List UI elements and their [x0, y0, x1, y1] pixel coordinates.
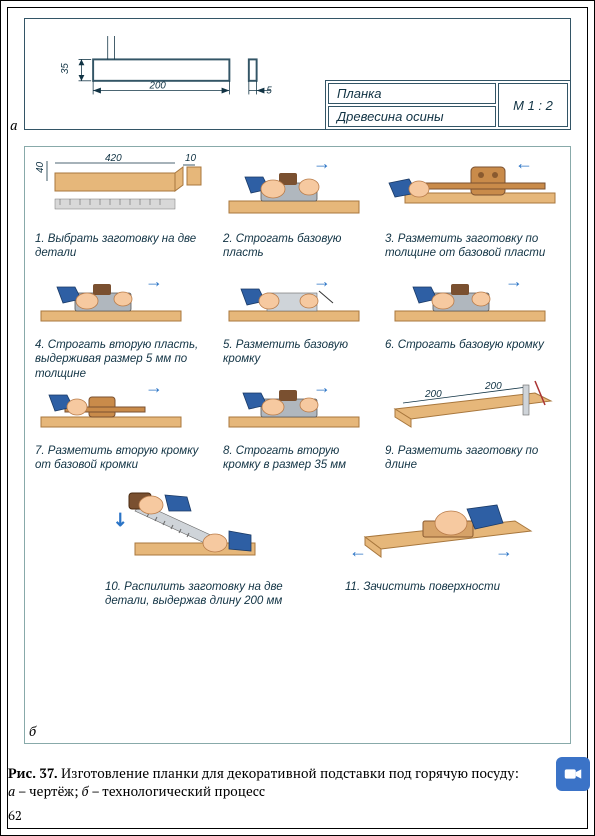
arrow-icon: →: [495, 539, 513, 563]
arrow-icon: →: [313, 375, 331, 399]
step-2: → 2. Строгать базовую пласть: [223, 153, 373, 261]
arrow-icon: →: [145, 269, 163, 293]
step10-caption: 10. Распилить заготовку на две детали, в…: [105, 580, 325, 609]
step2-caption: 2. Строгать базовую пласть: [223, 232, 373, 261]
svg-text:10: 10: [185, 153, 197, 164]
section-b-process: 40 420 10 1. Выбрать заготовку на две де…: [24, 146, 571, 744]
arrow-icon: →: [313, 151, 331, 175]
scale: М 1 : 2: [498, 83, 568, 127]
step-4: → 4. Строгать вторую пласть, выдерживая …: [35, 273, 207, 381]
step-5: → 5. Разметить базовую кромку: [223, 273, 373, 367]
step1-caption: 1. Выбрать заготовку на две детали: [35, 232, 207, 261]
arrow-icon: →: [145, 375, 163, 399]
step2-svg: [223, 153, 373, 223]
step-6: → 6. Строгать базовую кромку: [385, 273, 573, 352]
step7-svg: [35, 379, 205, 435]
step3-svg: [385, 153, 573, 223]
dim-200: 200: [149, 81, 167, 92]
section-b-label: б: [29, 722, 36, 741]
step-3: ← 3. Разметить заготовку по толщине от б…: [385, 153, 573, 261]
step7-caption: 7. Разметить вторую кромку от базовой кр…: [35, 444, 207, 473]
step6-caption: 6. Строгать базовую кромку: [385, 338, 573, 352]
step9-svg: 200 200: [385, 379, 573, 435]
dim-5: 5: [266, 85, 272, 96]
part-name: Планка: [328, 83, 496, 104]
step8-caption: 8. Строгать вторую кромку в размер 35 мм: [223, 444, 373, 473]
step-7: → 7. Разметить вторую кромку от базовой …: [35, 379, 207, 473]
page-number: 62: [8, 806, 22, 824]
step-10: ↘ 10. Распилить заготовку на две детали,…: [105, 491, 325, 609]
fig-number: Рис. 37.: [8, 764, 58, 782]
step11-caption: 11. Зачистить поверхности: [345, 580, 555, 594]
video-icon[interactable]: [556, 757, 590, 791]
step1-svg: 40 420 10: [35, 153, 205, 223]
dim-35: 35: [60, 63, 71, 74]
step-9: 200 200 9. Разметить заготовку по длине: [385, 379, 573, 473]
step6-svg: [385, 273, 573, 329]
step5-caption: 5. Разметить базовую кромку: [223, 338, 373, 367]
figure-caption: Рис. 37. Изготовление планки для декорат…: [8, 764, 575, 800]
step3-caption: 3. Разметить заготовку по толщине от баз…: [385, 232, 573, 261]
step11-svg: [345, 491, 545, 571]
section-a-drawing: 35 200 5 Планка М 1 : 2 Древесина осины: [24, 18, 571, 130]
step-1: 40 420 10 1. Выбрать заготовку на две де…: [35, 153, 207, 261]
svg-text:200: 200: [424, 389, 442, 400]
svg-text:200: 200: [484, 381, 502, 392]
step9-caption: 9. Разметить заготовку по длине: [385, 444, 573, 473]
step8-svg: [223, 379, 373, 435]
arrow-icon: ←: [515, 151, 533, 175]
step-11: ← → 11. Зачистить поверхности: [345, 491, 555, 594]
material: Древесина осины: [328, 106, 496, 127]
step4-caption: 4. Строгать вторую пласть, выдерживая ра…: [35, 338, 207, 381]
step10-svg: [105, 491, 275, 571]
arrow-icon: ←: [349, 539, 367, 563]
svg-text:40: 40: [35, 161, 46, 173]
arrow-icon: →: [505, 269, 523, 293]
title-block: Планка М 1 : 2 Древесина осины: [325, 80, 571, 130]
arrow-icon: →: [313, 269, 331, 293]
section-a-label: а: [10, 116, 18, 135]
step-8: → 8. Строгать вторую кромку в размер 35 …: [223, 379, 373, 473]
svg-text:420: 420: [105, 153, 122, 164]
step5-svg: [223, 273, 373, 329]
step4-svg: [35, 273, 205, 329]
page-inner: 35 200 5 Планка М 1 : 2 Древесина осины: [7, 7, 588, 829]
